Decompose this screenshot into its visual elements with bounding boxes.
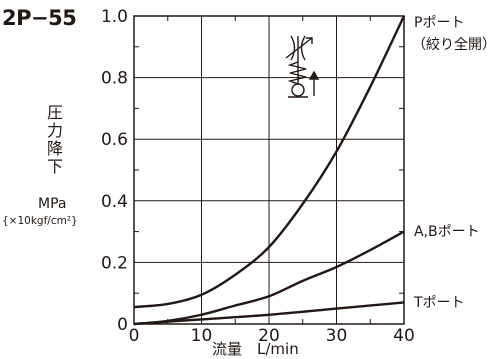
- curve-p-port: [133, 15, 406, 309]
- series-label-ab-port: A,Bポート: [414, 224, 480, 240]
- x-tick-label: 20: [258, 326, 280, 346]
- x-tick-label: 30: [326, 326, 348, 346]
- y-axis-unit-alt: {×10kgf/cm²}: [2, 215, 78, 227]
- y-tick-label: 0.6: [101, 130, 128, 150]
- page-code: 2P−55: [2, 6, 77, 30]
- y-tick-label: 0.2: [101, 253, 128, 273]
- curve-t-port: [133, 301, 405, 326]
- y-axis-label-char: 降: [46, 139, 63, 158]
- series-label-t-port: Tポート: [414, 295, 465, 311]
- y-tick-label: 0.4: [101, 192, 128, 212]
- chart-ticks: 0 10 20 30 40 0 0.2 0.4 0.6 0.8 1.0: [101, 7, 415, 346]
- y-tick-label: 1.0: [101, 7, 128, 27]
- x-tick-label: 0: [129, 326, 140, 346]
- x-axis-label: 流量 L/min: [212, 340, 299, 358]
- y-axis-label-char: 圧: [46, 103, 63, 122]
- curve-ab-port: [133, 230, 405, 326]
- chart-curves: [133, 15, 406, 326]
- x-tick-label: 40: [393, 326, 415, 346]
- chart-grid: [133, 15, 405, 325]
- y-tick-label: 0.8: [101, 69, 128, 89]
- y-tick-label: 0: [117, 315, 128, 335]
- hydraulic-symbol-icon: [285, 35, 320, 98]
- series-label-p-port-note: （絞り全開）: [412, 37, 496, 53]
- series-label-p-port: Pポート: [414, 15, 465, 31]
- y-axis-unit: MPa: [38, 196, 67, 212]
- x-tick-label: 10: [191, 326, 213, 346]
- y-axis-label-char: 力: [46, 121, 63, 140]
- y-axis-label-char: 下: [46, 157, 63, 176]
